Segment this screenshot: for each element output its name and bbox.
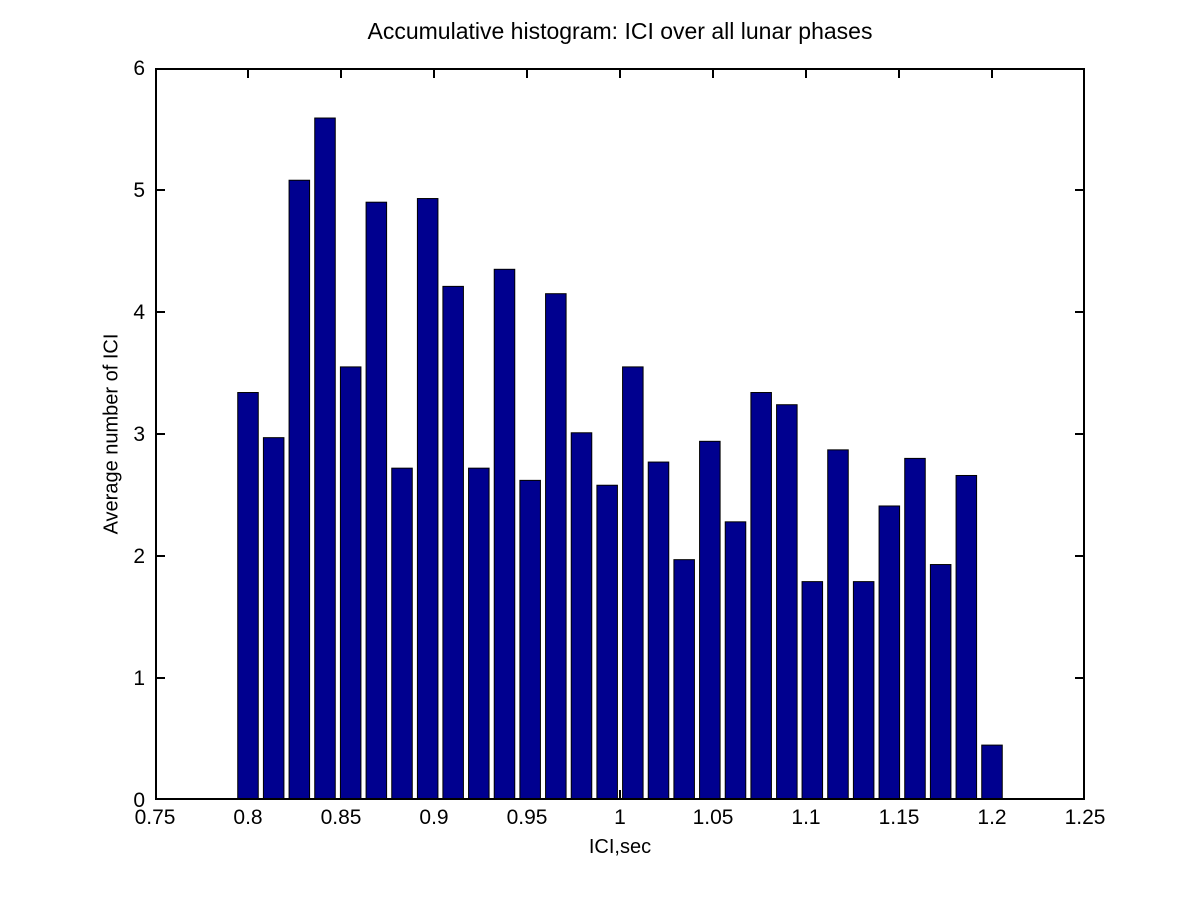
x-tick-label: 0.8 <box>233 806 263 829</box>
x-tick-label: 1.1 <box>791 806 821 829</box>
histogram-bar <box>339 366 362 800</box>
x-tick-label: 1.05 <box>692 806 734 829</box>
x-tick-label: 1.25 <box>1064 806 1106 829</box>
y-tick-label: 4 <box>133 301 145 324</box>
histogram-bar <box>493 268 516 800</box>
histogram-bar <box>827 449 849 800</box>
histogram-bar <box>955 474 978 800</box>
histogram-bar <box>596 484 618 800</box>
y-tick-label: 2 <box>133 545 145 568</box>
histogram-bar <box>878 505 901 800</box>
y-tick-label: 3 <box>133 423 145 446</box>
plot-svg <box>155 68 1085 800</box>
histogram-bar <box>776 404 798 800</box>
histogram-bar <box>237 392 259 800</box>
histogram-bar <box>545 293 567 800</box>
histogram-bar <box>570 432 593 800</box>
histogram-bar <box>981 744 1003 800</box>
x-tick-label: 1.2 <box>977 806 1007 829</box>
histogram-bar <box>622 366 644 800</box>
y-tick-label: 6 <box>133 57 145 80</box>
histogram-bar <box>468 467 490 800</box>
chart-title: Accumulative histogram: ICI over all lun… <box>367 18 873 44</box>
histogram-bar <box>647 461 670 800</box>
x-tick-label: 0.9 <box>419 806 449 829</box>
histogram-bar <box>699 440 721 800</box>
y-tick-label: 0 <box>133 789 145 812</box>
histogram-bar <box>288 179 311 800</box>
x-tick-label: 1 <box>614 806 626 829</box>
axes-frame <box>155 68 1085 800</box>
histogram-bar <box>724 521 747 800</box>
x-tick-label: 1.15 <box>878 806 920 829</box>
histogram-bar <box>314 117 336 800</box>
histogram-bar <box>929 564 952 800</box>
y-tick-label: 5 <box>133 179 145 202</box>
histogram-bar <box>904 457 926 800</box>
histogram-bar <box>391 467 413 800</box>
x-tick-label: 0.95 <box>506 806 548 829</box>
x-tick-label: 0.85 <box>320 806 362 829</box>
histogram-bar <box>519 479 541 800</box>
x-tick-label: 0.75 <box>134 806 176 829</box>
histogram-bar <box>673 559 695 800</box>
histogram-bar <box>262 437 285 800</box>
histogram-bar <box>442 285 464 800</box>
y-tick-label: 1 <box>133 667 145 690</box>
x-axis-label: ICI,sec <box>588 836 652 858</box>
histogram-bar <box>365 201 388 800</box>
histogram-bar <box>416 198 439 800</box>
histogram-bar <box>852 581 875 800</box>
histogram-bar <box>750 392 772 800</box>
histogram-bar <box>801 581 824 800</box>
